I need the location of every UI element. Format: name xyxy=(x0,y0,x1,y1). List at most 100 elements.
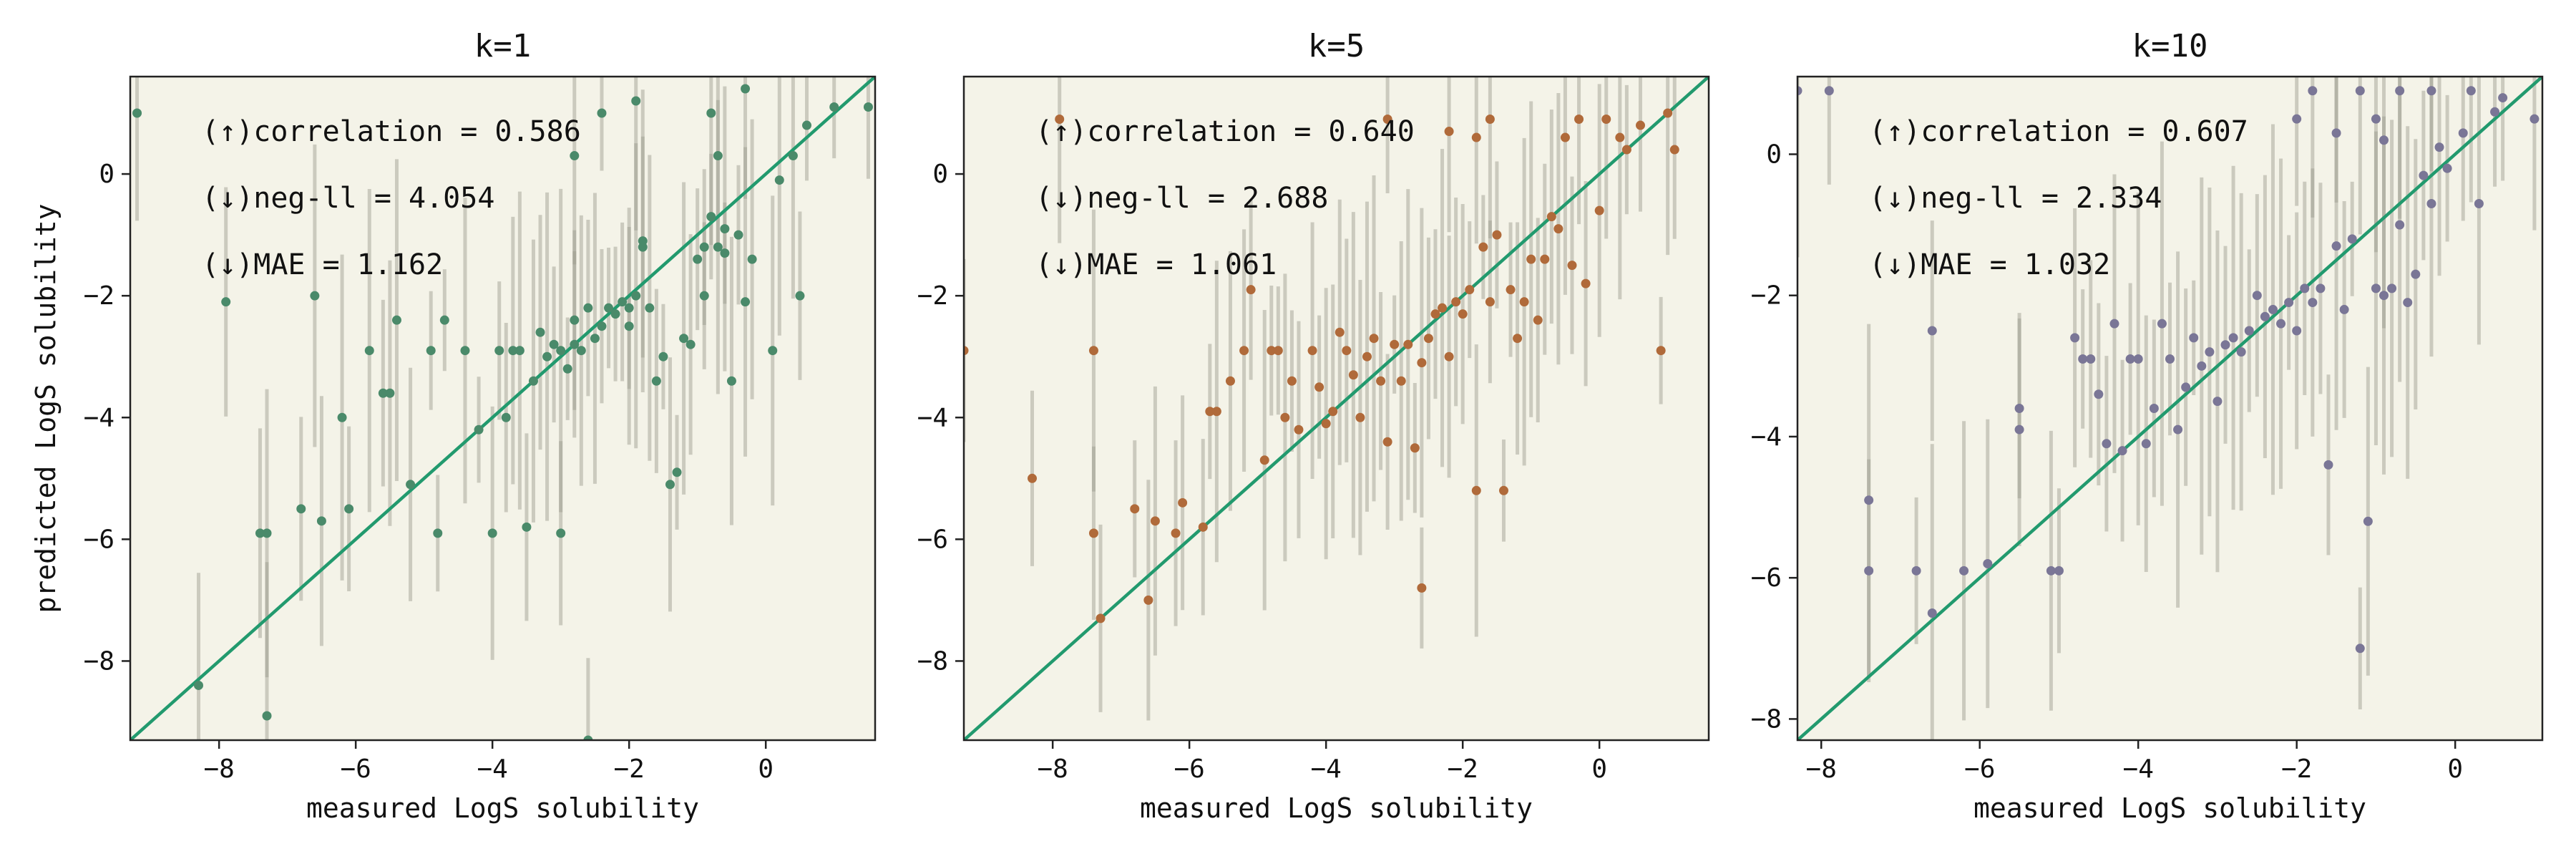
data-point xyxy=(699,291,709,301)
data-point xyxy=(645,303,655,313)
data-point xyxy=(1615,132,1625,142)
data-point xyxy=(1362,351,1372,361)
data-point xyxy=(1390,339,1400,349)
data-point xyxy=(508,346,518,356)
data-point xyxy=(863,102,873,112)
data-point xyxy=(2205,347,2215,357)
data-point xyxy=(296,504,306,514)
y-tick-label: −2 xyxy=(1751,281,1782,311)
data-point xyxy=(2165,354,2175,364)
data-point xyxy=(2220,340,2230,350)
data-point xyxy=(1444,351,1454,361)
y-tick-label: −6 xyxy=(84,525,114,554)
data-point xyxy=(1246,285,1256,295)
x-tick-label: 0 xyxy=(758,754,774,784)
metric-annotation: (↓)MAE = 1.061 xyxy=(1035,248,1277,281)
data-point xyxy=(1581,278,1591,288)
plot-frame xyxy=(1796,75,2544,742)
data-point xyxy=(2308,298,2318,308)
metric-annotation: (↑)correlation = 0.607 xyxy=(1869,115,2248,148)
data-point xyxy=(726,376,736,386)
plot-contents xyxy=(130,77,875,740)
data-point xyxy=(576,346,586,356)
data-point xyxy=(556,346,566,356)
data-point xyxy=(433,528,443,538)
data-point xyxy=(487,528,497,538)
data-point xyxy=(1410,443,1420,453)
data-point xyxy=(1088,528,1098,538)
data-point xyxy=(829,102,839,112)
data-point xyxy=(2149,404,2159,413)
data-point xyxy=(2292,326,2302,336)
data-point xyxy=(439,315,449,325)
plot-contents xyxy=(964,77,1709,740)
data-point xyxy=(2284,298,2294,308)
data-point xyxy=(1533,315,1543,325)
data-point xyxy=(385,388,395,398)
data-point xyxy=(2268,304,2278,314)
data-point xyxy=(679,334,689,344)
data-point xyxy=(2498,93,2508,103)
data-point xyxy=(1280,412,1290,422)
data-point xyxy=(1546,212,1556,222)
x-tick-label: −2 xyxy=(2281,754,2312,784)
data-point xyxy=(1864,495,1874,505)
metric-annotation: (↓)neg-ll = 2.688 xyxy=(1035,182,1328,215)
data-point xyxy=(1635,120,1645,130)
data-point xyxy=(610,309,620,319)
y-tick-label: 0 xyxy=(1766,140,1782,169)
identity-line xyxy=(130,77,875,740)
data-point xyxy=(1314,382,1324,392)
data-point xyxy=(624,321,634,331)
data-point xyxy=(741,84,751,94)
data-point xyxy=(570,339,580,349)
data-point xyxy=(2426,199,2436,209)
metric-annotation: (↓)MAE = 1.162 xyxy=(202,248,443,281)
data-point xyxy=(2212,397,2223,407)
data-point xyxy=(2355,86,2365,96)
data-point xyxy=(795,291,805,301)
data-point xyxy=(1096,613,1106,623)
data-point xyxy=(1382,437,1392,447)
data-point xyxy=(1273,346,1283,356)
x-axis-label: measured LogS solubility xyxy=(1140,792,1533,824)
data-point xyxy=(713,151,723,161)
data-point xyxy=(426,346,436,356)
data-point xyxy=(528,376,538,386)
data-point xyxy=(2260,311,2270,321)
y-axis-label: predicted LogS solubility xyxy=(30,204,62,613)
data-point xyxy=(1438,303,1448,313)
data-point xyxy=(1526,254,1536,264)
y-tick-label: −2 xyxy=(84,281,114,311)
data-point xyxy=(570,315,580,325)
data-point xyxy=(741,297,751,307)
data-point xyxy=(1594,205,1604,215)
data-point xyxy=(2466,86,2476,96)
data-point xyxy=(132,108,142,118)
y-tick-label: −8 xyxy=(917,646,948,676)
data-point xyxy=(2181,382,2191,392)
data-point xyxy=(522,522,532,532)
y-tick-label: −2 xyxy=(917,281,948,311)
data-point xyxy=(1307,346,1317,356)
x-tick-label: −8 xyxy=(1806,754,1837,784)
y-tick-label: 0 xyxy=(99,160,114,189)
data-point xyxy=(1171,528,1181,538)
data-point xyxy=(1824,86,1834,96)
data-point xyxy=(2157,319,2167,329)
data-point xyxy=(2244,326,2254,336)
y-tick-label: −4 xyxy=(917,403,948,432)
data-point xyxy=(494,346,504,356)
data-point xyxy=(1485,115,1495,125)
y-tick-label: −8 xyxy=(84,646,114,676)
x-tick-label: −8 xyxy=(203,754,234,784)
x-tick-label: 0 xyxy=(2447,754,2463,784)
data-point xyxy=(1335,327,1345,337)
plot-frame xyxy=(962,75,1710,742)
data-point xyxy=(391,315,401,325)
data-point xyxy=(474,424,484,435)
data-point xyxy=(1321,419,1331,429)
data-point xyxy=(2339,304,2349,314)
data-point xyxy=(706,212,716,222)
data-point xyxy=(1451,297,1461,307)
